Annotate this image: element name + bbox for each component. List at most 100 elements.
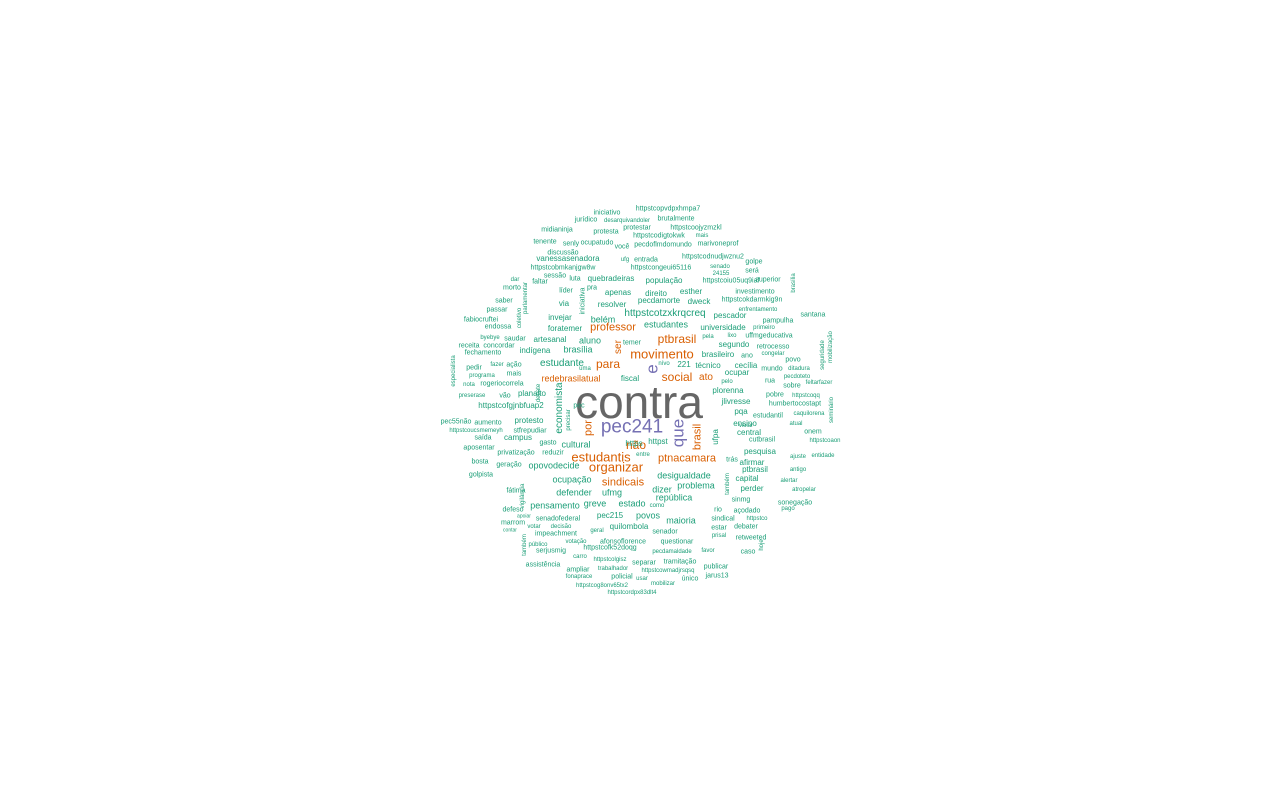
word-como: como	[649, 503, 665, 509]
word-ptbrasil-2: ptbrasil	[742, 465, 768, 474]
word-marivoneprof: marivoneprof	[697, 240, 739, 248]
word-redebrasilatual: redebrasilatual	[541, 373, 601, 384]
word-campus: campus	[503, 433, 533, 442]
word-resolver: resolver	[597, 300, 627, 309]
word-luta: luta	[569, 275, 581, 283]
word-programa: programa	[469, 373, 495, 379]
word-mais: mais	[695, 233, 709, 239]
word-aumento: aumento	[474, 419, 502, 427]
word-midianinja: midianinja	[541, 226, 573, 234]
word-endossa: endossa	[484, 323, 512, 331]
word-httpstcolgisz: httpstcolgisz	[593, 557, 627, 563]
word-ampliar: ampliar	[566, 566, 590, 574]
word-pedir: pedir	[466, 364, 482, 372]
word-atual: atual	[789, 421, 803, 427]
word-carro: carro	[573, 554, 587, 560]
word-discussao: discussão	[547, 249, 579, 257]
word-separar: separar	[632, 559, 656, 567]
word-unico: único	[681, 575, 699, 583]
word-pelo: pelo	[721, 379, 733, 385]
word-nao: não	[625, 438, 647, 452]
word-jarus13: jarus13	[705, 572, 729, 580]
word-gasto: gasto	[539, 439, 557, 447]
word-seminario: seminário	[829, 396, 835, 424]
word-apoiar: apoiar	[517, 513, 531, 520]
word-brasilia: brasília	[563, 344, 593, 355]
word-humbertocostapt: humbertocostapt	[768, 400, 822, 408]
word-voce: você	[614, 243, 630, 251]
word-rio: rio	[714, 506, 722, 514]
word-ensino: ensino	[733, 419, 757, 428]
word-temer: temer	[623, 339, 641, 347]
word-debater: debater	[734, 523, 758, 531]
word-vigilancia: vigilância	[520, 483, 526, 509]
word-httpstcokdarmkig9n: httpstcokdarmkig9n	[721, 296, 783, 304]
word-artesanal: artesanal	[533, 335, 567, 344]
word-ocupatudo: ocupatudo	[580, 239, 614, 247]
word-prisal: prisal	[711, 533, 727, 539]
word-httpstcodigtokwk: httpstcodigtokwk	[633, 232, 685, 240]
word-nota: nota	[463, 382, 475, 388]
word-via: via	[558, 299, 570, 308]
word-serjusmig: serjusmig	[536, 547, 566, 555]
word-reduzir: reduzir	[542, 449, 564, 457]
word-opovodecide: opovodecide	[528, 460, 580, 471]
word-que: que	[668, 418, 688, 448]
word-enfrentamento: enfrentamento	[738, 307, 778, 313]
word-votacao: votação	[565, 539, 587, 545]
word-violar: violar	[738, 423, 754, 429]
word-invejar: invejar	[548, 313, 572, 322]
word-seguridade: seguridade	[820, 340, 826, 370]
word-fiscal: fiscal	[620, 374, 640, 383]
word-httpstcofgjnbfuap2: httpstcofgjnbfuap2	[478, 401, 544, 410]
word-tambem-2: também	[725, 473, 731, 495]
word-debate: debate	[536, 383, 542, 403]
word-senadofederal: senadofederal	[535, 515, 581, 523]
word-ano: ano	[741, 352, 753, 360]
word-tambem: também	[522, 534, 528, 556]
word-cultural: cultural	[561, 439, 591, 450]
word-movimento: movimento	[630, 346, 694, 362]
word-economista: economista	[554, 382, 565, 434]
word-publico: público	[528, 542, 548, 548]
word-httpstcog8onv65tx2: httpstcog8onv65tx2	[575, 583, 629, 589]
word-rogeriocorrela: rogeriocorrela	[480, 380, 524, 388]
word-acodado: açodado	[733, 507, 761, 515]
word-ufpa: ufpa	[711, 429, 720, 445]
word-republica: república	[655, 492, 693, 503]
word-vao: vão	[499, 392, 511, 400]
word-fazer: fazer	[490, 362, 504, 368]
word-httpstcoiu05uq9iaf: httpstcoiu05uq9iaf	[702, 277, 760, 285]
word-populacao: população	[645, 276, 683, 285]
word-professor: professor	[590, 321, 636, 334]
word-tecnico: técnico	[695, 361, 721, 370]
word-retweeted: retweeted	[735, 534, 767, 542]
word-afonsoflorence: afonsoflorence	[600, 538, 646, 546]
word-desigualdade: desigualdade	[657, 470, 711, 481]
word-uma: uma	[579, 366, 591, 372]
word-fabiocruftei: fabiocruftei	[463, 316, 499, 324]
word-retrocesso: retrocesso	[756, 343, 790, 351]
word-perder: perder	[740, 484, 764, 493]
word-assistencia: assistência	[525, 561, 561, 569]
word-congelar: congelar	[761, 351, 785, 357]
word-maioria: maioria	[666, 515, 696, 526]
word-fatima: fátima	[506, 487, 526, 495]
word-direito: direito	[645, 289, 667, 298]
word-primeiro: primeiro	[753, 325, 775, 331]
word-tenente: tenente	[533, 238, 557, 246]
word-221: 221	[677, 360, 691, 369]
word-morto: morto	[503, 284, 521, 292]
word-foratemer: foratemer	[547, 324, 583, 333]
word-pago: pago	[781, 506, 795, 512]
word-vanessasenadora: vanessasenadora	[536, 254, 600, 263]
word-httpstcoaon: httpstcoaon	[809, 438, 841, 444]
word-quebradeiras: quebradeiras	[587, 274, 635, 283]
word-receita: receita	[458, 342, 480, 350]
word-para: para	[595, 357, 621, 371]
word-geracao: geração	[496, 461, 522, 469]
word-mobilizacao: mobilização	[828, 331, 834, 363]
word-httpstcoucsmemeyh: httpstcoucsmemeyh	[449, 428, 503, 434]
word-dar: dar	[510, 277, 520, 283]
word-alertar: alertar	[780, 478, 798, 484]
